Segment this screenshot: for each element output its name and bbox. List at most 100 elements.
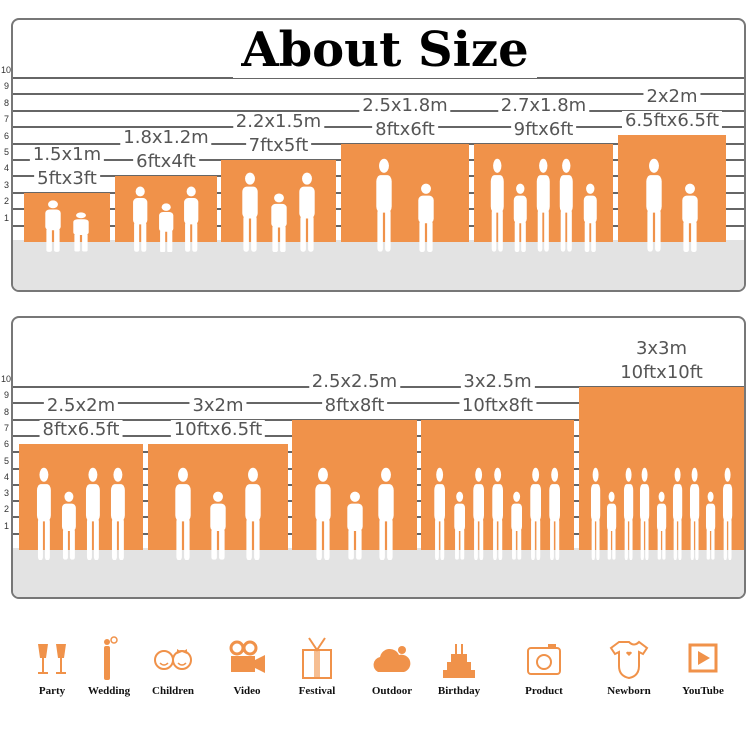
size-metric-label: 3x2.5m: [460, 371, 535, 392]
person-silhouette: [172, 467, 194, 560]
wedding-couple-icon: [87, 636, 131, 680]
person-silhouette: [130, 186, 150, 252]
size-imperial-label: 6.5ftx6.5ft: [621, 111, 723, 132]
size-metric-label: 3x2m: [189, 396, 247, 417]
person-silhouette: [471, 467, 486, 560]
person-silhouette: [622, 467, 635, 560]
person-silhouette: [268, 193, 290, 252]
scale-tick: 8: [4, 97, 10, 108]
person-silhouette: [557, 158, 576, 252]
scale-tick: 9: [4, 390, 10, 401]
size-metric-label: 2.5x2.5m: [308, 371, 401, 392]
scale-line: [13, 93, 744, 96]
usage-label: Children: [152, 685, 194, 697]
scale-tick: 3: [4, 179, 10, 190]
scale-tick: 10: [1, 65, 12, 75]
video-camera-icon: [225, 636, 269, 680]
person-silhouette: [156, 203, 176, 252]
scale-tick: 1: [4, 520, 10, 531]
backdrop-bar: [618, 135, 726, 242]
scale-tick: 5: [4, 455, 10, 466]
size-imperial-label: 8ftx6ft: [372, 119, 438, 140]
person-silhouette: [581, 183, 600, 252]
scale-tick: 2: [4, 504, 10, 515]
scale-tick: 7: [4, 114, 10, 125]
size-imperial-label: 7ftx5ft: [245, 136, 312, 156]
person-silhouette: [373, 158, 395, 252]
person-silhouette: [452, 491, 467, 560]
person-silhouette: [490, 467, 505, 560]
camera-icon: [522, 636, 566, 680]
person-silhouette: [296, 172, 318, 252]
usage-label: Party: [38, 685, 66, 697]
scale-line: [13, 77, 744, 79]
scale-tick: 3: [4, 488, 10, 499]
size-imperial-label: 10ftx8ft: [458, 395, 537, 416]
person-silhouette: [704, 491, 717, 560]
scale-tick: 6: [4, 130, 10, 141]
person-silhouette: [721, 467, 734, 560]
backdrop-bar: [24, 192, 110, 242]
cloud-icon: [370, 636, 414, 680]
person-silhouette: [547, 467, 562, 560]
play-button-icon: [681, 636, 725, 680]
scale-tick: 4: [4, 163, 10, 174]
usage-label: Product: [525, 685, 563, 697]
size-metric-label: 2x2m: [643, 87, 701, 108]
size-metric-label: 2.2x1.5m: [232, 112, 325, 132]
scale-tick: 7: [4, 422, 10, 433]
scale-tick: 6: [4, 439, 10, 450]
person-silhouette: [312, 467, 334, 560]
person-silhouette: [488, 158, 507, 252]
person-silhouette: [511, 183, 530, 252]
baby-onesie-icon: [607, 636, 651, 680]
scale-tick: 8: [4, 406, 10, 417]
person-silhouette: [181, 186, 201, 252]
person-silhouette: [534, 158, 553, 252]
usage-label: Wedding: [87, 685, 131, 697]
scale-tick: 4: [4, 471, 10, 482]
usage-label: Newborn: [607, 685, 651, 697]
usage-label: Video: [233, 685, 261, 697]
wine-glasses-icon: [30, 636, 74, 680]
person-silhouette: [70, 212, 92, 252]
size-metric-label: 2.7x1.8m: [497, 95, 590, 116]
person-silhouette: [207, 491, 229, 560]
size-metric-label: 2.5x2m: [43, 396, 119, 417]
person-silhouette: [509, 491, 524, 560]
scale-tick: 2: [4, 196, 10, 207]
person-silhouette: [344, 491, 366, 560]
person-silhouette: [83, 467, 103, 560]
size-imperial-label: 9ftx6ft: [510, 119, 577, 140]
floor: [13, 548, 744, 597]
size-metric-label: 1.8x1.2m: [120, 128, 212, 149]
person-silhouette: [643, 158, 665, 252]
size-imperial-label: 8ftx8ft: [321, 395, 388, 416]
size-imperial-label: 10ftx10ft: [617, 363, 706, 383]
children-faces-icon: [151, 636, 195, 680]
page-title: About Size: [0, 22, 750, 78]
size-imperial-label: 8ftx6.5ft: [39, 420, 123, 441]
size-imperial-label: 5ftx3ft: [34, 168, 100, 189]
person-silhouette: [679, 183, 701, 252]
birthday-cake-icon: [437, 636, 481, 680]
person-silhouette: [432, 467, 447, 560]
scale-tick: 5: [4, 147, 10, 157]
usage-label: Festival: [298, 685, 336, 697]
size-metric-label: 2.5x1.8m: [359, 95, 451, 116]
usage-label: Outdoor: [371, 685, 413, 697]
person-silhouette: [34, 467, 54, 560]
title-text: About Size: [233, 22, 537, 78]
person-silhouette: [655, 491, 668, 560]
person-silhouette: [589, 467, 602, 560]
size-imperial-label: 6ftx4ft: [133, 152, 199, 173]
usage-label: YouTube: [682, 685, 724, 697]
person-silhouette: [42, 200, 64, 252]
scale-tick: 9: [4, 81, 10, 92]
size-metric-label: 1.5x1m: [29, 144, 105, 165]
person-silhouette: [415, 183, 437, 252]
person-silhouette: [688, 467, 701, 560]
person-silhouette: [375, 467, 397, 560]
backdrop-bar: [341, 143, 469, 242]
person-silhouette: [242, 467, 264, 560]
